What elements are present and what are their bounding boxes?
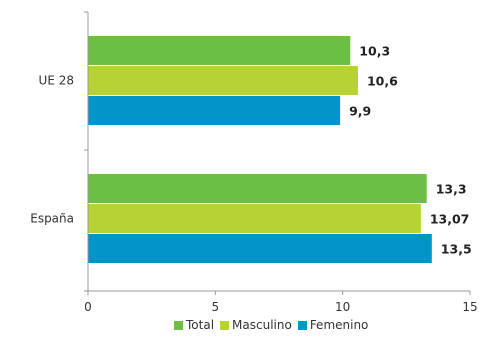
- bars-layer: [88, 36, 432, 263]
- bar-femenino-1: [88, 234, 432, 263]
- legend-item-femenino: Femenino: [297, 318, 369, 332]
- category-label: UE 28: [39, 74, 74, 88]
- data-labels-layer: 10,3 10,6 9,9 13,3 13,07 13,5: [349, 44, 472, 257]
- data-label: 10,3: [359, 44, 390, 59]
- bar-masculino-0: [88, 66, 358, 95]
- bar-femenino-0: [88, 96, 341, 125]
- legend-swatch-masculino: [220, 320, 230, 330]
- x-tick-label: 5: [212, 300, 220, 314]
- legend-swatch-femenino: [297, 320, 307, 330]
- category-label: España: [30, 212, 74, 226]
- legend-item-total: Total: [174, 318, 214, 332]
- y-axis-ticks: [84, 11, 88, 292]
- category-labels: UE 28 España: [30, 74, 74, 226]
- x-tick-label: 15: [462, 300, 477, 314]
- bar-total-1: [88, 174, 427, 203]
- data-label: 13,07: [430, 212, 470, 227]
- legend-label-total: Total: [186, 318, 215, 332]
- x-tick-label: 10: [335, 300, 350, 314]
- bar-total-0: [88, 36, 351, 65]
- legend-label-femenino: Femenino: [309, 318, 369, 332]
- legend-swatch-total: [174, 320, 183, 330]
- data-label: 13,5: [441, 242, 472, 257]
- x-tick-label: 0: [84, 300, 92, 314]
- data-label: 9,9: [349, 104, 371, 119]
- legend: Total Masculino Femenino: [174, 318, 374, 332]
- x-axis-ticks: 0 5 10 15: [84, 291, 478, 314]
- legend-item-masculino: Masculino: [220, 318, 292, 332]
- data-label: 10,6: [367, 74, 398, 89]
- bar-masculino-1: [88, 204, 421, 233]
- data-label: 13,3: [436, 182, 467, 197]
- legend-label-masculino: Masculino: [232, 318, 292, 332]
